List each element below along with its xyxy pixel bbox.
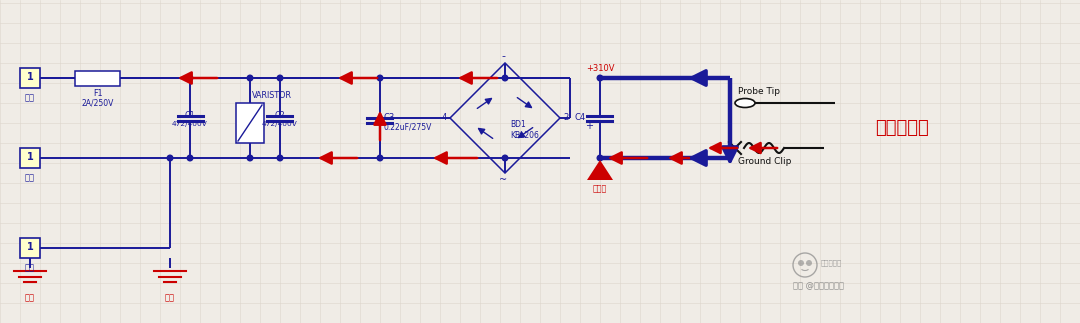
- Circle shape: [377, 75, 382, 81]
- Circle shape: [377, 155, 382, 161]
- Text: 2: 2: [563, 113, 568, 122]
- Text: 头条 @嗝枯枸论电子: 头条 @嗝枯枸论电子: [793, 281, 843, 290]
- Circle shape: [502, 75, 508, 81]
- Text: F1: F1: [93, 89, 103, 98]
- Circle shape: [806, 260, 812, 266]
- Circle shape: [798, 260, 804, 266]
- Text: 0.22uF/275V: 0.22uF/275V: [384, 123, 432, 132]
- Text: 大地: 大地: [165, 293, 175, 302]
- Text: 1: 1: [27, 72, 33, 82]
- Circle shape: [187, 155, 193, 161]
- Text: ~: ~: [499, 174, 508, 184]
- Text: Ground Clip: Ground Clip: [738, 157, 792, 166]
- Circle shape: [502, 155, 508, 161]
- Text: 472/400V: 472/400V: [262, 121, 298, 127]
- Text: C4: C4: [575, 113, 586, 122]
- Text: 1: 1: [27, 242, 33, 252]
- Text: -: -: [501, 51, 505, 61]
- Circle shape: [278, 155, 283, 161]
- Circle shape: [597, 155, 603, 161]
- Text: 4: 4: [442, 113, 447, 122]
- Ellipse shape: [735, 99, 755, 108]
- Text: BD1: BD1: [510, 120, 526, 129]
- Text: 电路一点通: 电路一点通: [821, 260, 842, 266]
- Bar: [21, 68, 40, 88]
- Text: 零线: 零线: [25, 173, 35, 182]
- Bar: [237, 103, 264, 143]
- Text: C1: C1: [185, 111, 195, 120]
- Bar: [75, 70, 120, 86]
- Circle shape: [187, 75, 193, 81]
- Text: 大地: 大地: [25, 293, 35, 302]
- Text: C2: C2: [274, 111, 285, 120]
- Text: +: +: [585, 121, 593, 131]
- Text: 火线: 火线: [25, 93, 35, 102]
- Text: 示波器探头: 示波器探头: [875, 119, 929, 137]
- Circle shape: [247, 75, 253, 81]
- Circle shape: [167, 155, 173, 161]
- Text: +310V: +310V: [585, 64, 615, 73]
- Circle shape: [597, 75, 603, 81]
- Bar: [21, 148, 40, 168]
- Circle shape: [278, 75, 283, 81]
- Text: Probe Tip: Probe Tip: [738, 87, 780, 96]
- Text: C3: C3: [384, 113, 395, 122]
- Bar: [21, 238, 40, 258]
- Text: 2A/250V: 2A/250V: [81, 99, 113, 108]
- Text: KBL206: KBL206: [510, 131, 539, 140]
- Text: 大地: 大地: [25, 263, 35, 272]
- Text: 1: 1: [27, 152, 33, 162]
- Text: 初级地: 初级地: [593, 184, 607, 193]
- Text: VARISTOR: VARISTOR: [252, 91, 292, 100]
- Circle shape: [247, 155, 253, 161]
- Text: 472/400V: 472/400V: [172, 121, 207, 127]
- Polygon shape: [588, 160, 613, 180]
